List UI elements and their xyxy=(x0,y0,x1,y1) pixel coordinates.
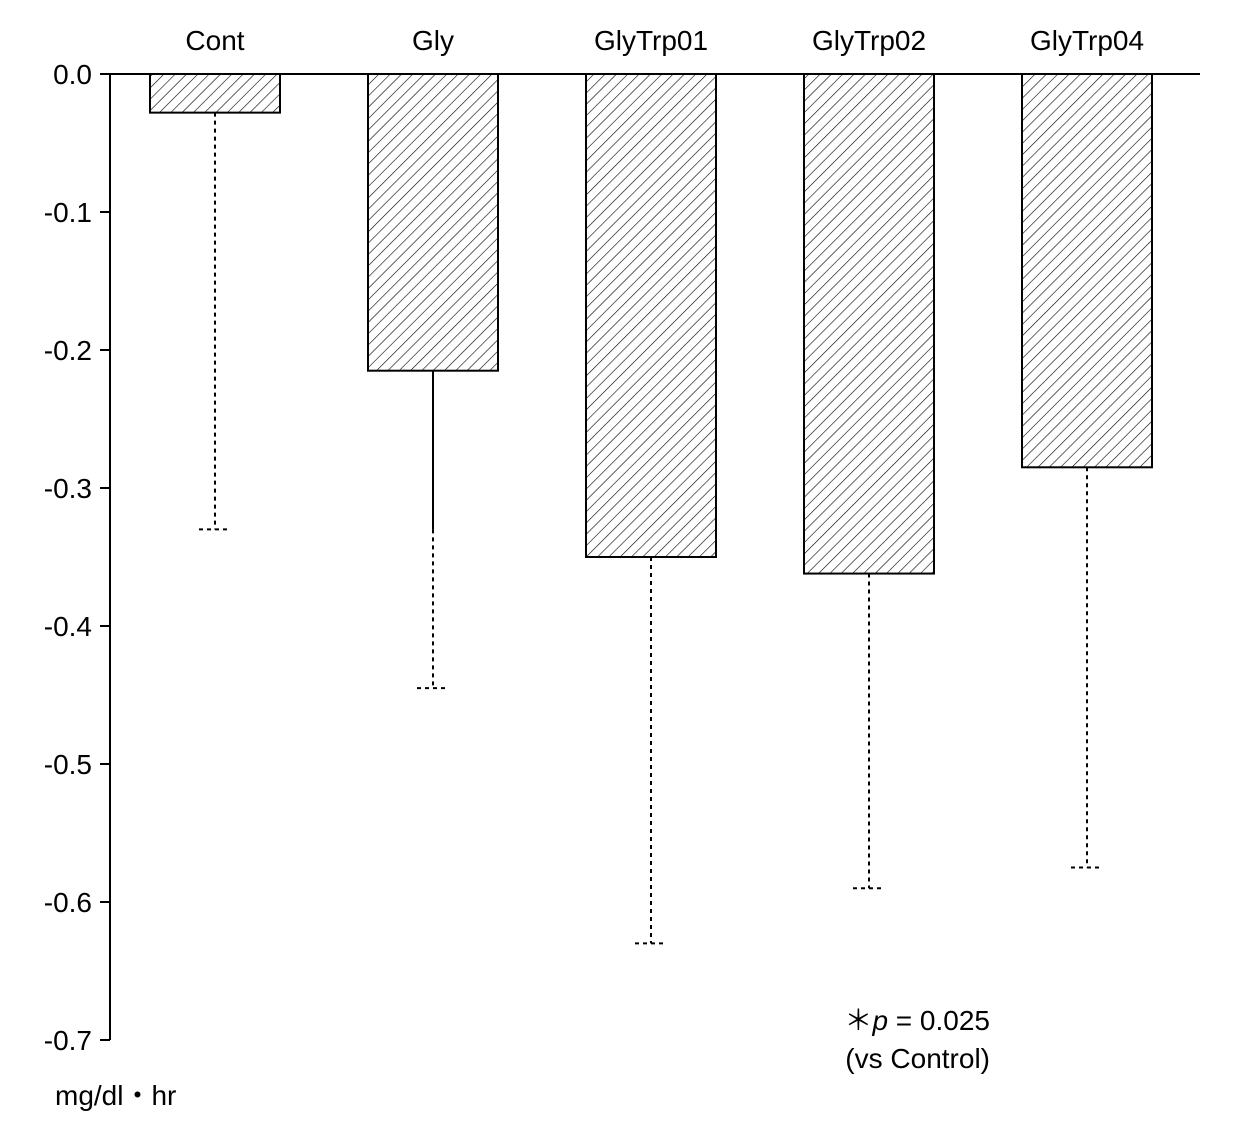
y-tick-label: -0.7 xyxy=(44,1025,92,1056)
y-tick-label: -0.4 xyxy=(44,611,92,642)
category-label: GlyTrp01 xyxy=(594,25,708,56)
bar xyxy=(368,74,498,371)
bar xyxy=(586,74,716,557)
y-tick-label: -0.3 xyxy=(44,473,92,504)
category-label: GlyTrp02 xyxy=(812,25,926,56)
category-label: GlyTrp04 xyxy=(1030,25,1144,56)
significance-annotation-sub: (vs Control) xyxy=(845,1043,990,1074)
chart-svg: 0.0 -0.1 -0.2 -0.3 -0.4 -0.5 -0.6 -0.7 Cont Gly G… xyxy=(0,0,1240,1138)
category-label: Cont xyxy=(185,25,244,56)
y-tick-label: -0.6 xyxy=(44,887,92,918)
bar xyxy=(150,74,280,113)
significance-annotation: ＊p = 0.025 xyxy=(844,1005,990,1036)
y-unit-label: mg/dl・hr xyxy=(55,1080,176,1111)
bar xyxy=(1022,74,1152,467)
bar-chart: 0.0 -0.1 -0.2 -0.3 -0.4 -0.5 -0.6 -0.7 Cont Gly G… xyxy=(0,0,1240,1138)
y-tick-label: -0.1 xyxy=(44,197,92,228)
y-tick-label: 0.0 xyxy=(53,59,92,90)
y-tick-label: -0.2 xyxy=(44,335,92,366)
bar xyxy=(804,74,934,574)
category-label: Gly xyxy=(412,25,454,56)
y-tick-label: -0.5 xyxy=(44,749,92,780)
